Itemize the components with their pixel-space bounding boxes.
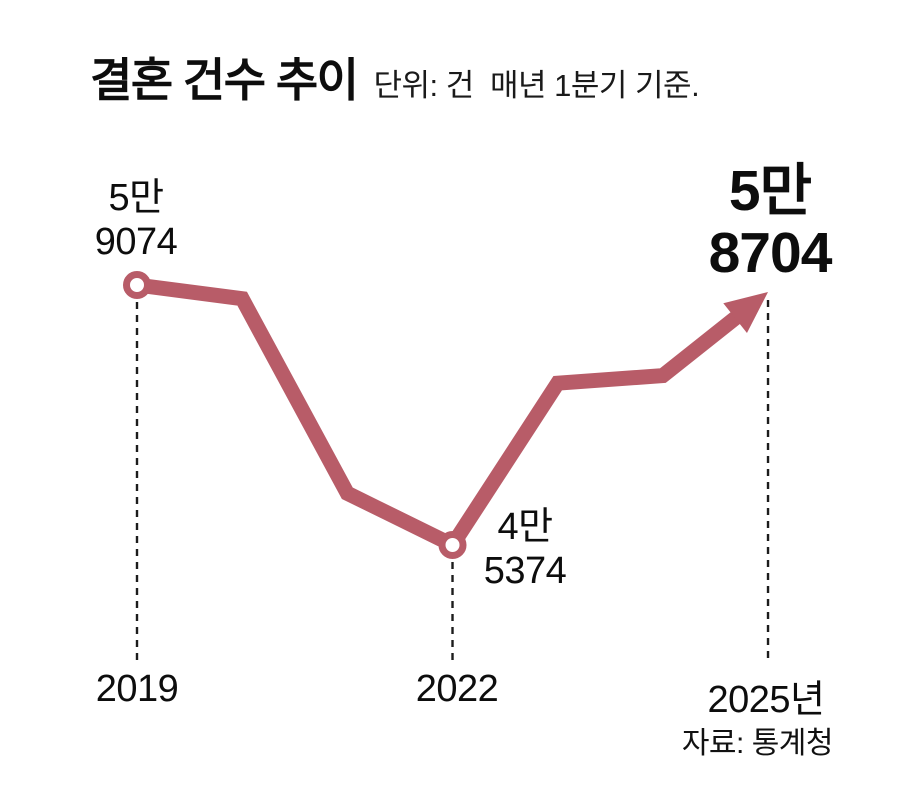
data-label-2025: 5만 8704	[708, 159, 833, 285]
point-marker-2019	[123, 271, 151, 299]
chart-header: 결혼 건수 추이 단위: 건 매년 1분기 기준.	[90, 52, 700, 108]
chart-unit-note: 단위: 건 매년 1분기 기준.	[373, 68, 700, 103]
data-label-2019-line2: 9074	[94, 221, 178, 263]
data-label-2025-line1: 5만	[728, 159, 812, 223]
source-credit: 자료: 통계청	[681, 727, 834, 760]
data-label-2019-line1: 5만	[108, 177, 164, 219]
data-label-2025-line2: 8704	[708, 221, 833, 285]
point-marker-2022	[438, 531, 467, 559]
chart-title: 결혼 건수 추이	[90, 54, 359, 106]
data-label-2019: 5만 9074	[95, 176, 178, 264]
trend-line	[136, 277, 753, 555]
data-label-2022-line1: 4만	[497, 506, 553, 548]
data-label-2022-line2: 5374	[483, 550, 567, 592]
x-tick-2022: 2022	[415, 668, 499, 710]
x-tick-2019: 2019	[95, 668, 179, 710]
x-tick-2025: 2025년	[707, 679, 826, 721]
data-label-2022: 4만 5374	[484, 505, 567, 593]
arrow-head-icon	[723, 292, 769, 334]
